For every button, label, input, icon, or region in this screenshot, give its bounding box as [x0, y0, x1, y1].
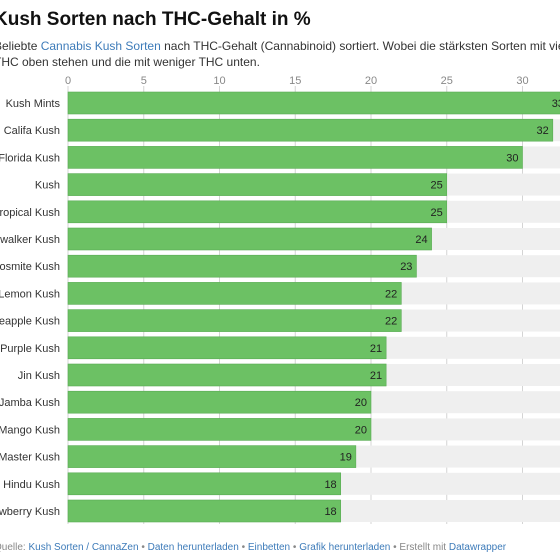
- bar-value-label: 23: [400, 261, 412, 273]
- bar: [67, 445, 357, 468]
- bar: [67, 282, 402, 305]
- subtitle-text-end: nach THC-Gehalt (Cannabinoid) sortiert. …: [160, 39, 560, 53]
- bar: [67, 91, 560, 115]
- category-label: Lemon Kush: [0, 288, 60, 300]
- chart-title: Kush Sorten nach THC-Gehalt in %: [0, 9, 311, 30]
- footer-source-prefix: Quelle:: [0, 542, 26, 553]
- bar: [67, 254, 417, 278]
- category-label: Kush Mints: [6, 98, 61, 110]
- bar: [67, 499, 342, 523]
- footer-created-with: • Erstellt mit: [390, 542, 449, 553]
- bar-value-label: 21: [370, 370, 382, 382]
- bar: [67, 146, 523, 169]
- footer-source-link[interactable]: Kush Sorten / CannaZen: [28, 542, 139, 553]
- bar-value-label: 18: [324, 506, 336, 518]
- bar: [67, 472, 342, 496]
- footer-separator: •: [238, 542, 248, 553]
- chart-footer: Quelle: Kush Sorten / CannaZen • Daten h…: [0, 542, 506, 553]
- bar-value-label: 32: [537, 125, 549, 137]
- download-graphic-link[interactable]: Grafik herunterladen: [299, 542, 391, 553]
- x-tick-label: 20: [365, 75, 377, 87]
- x-tick-label: 25: [441, 75, 453, 87]
- x-tick-label: 30: [516, 75, 528, 87]
- bar-value-label: 18: [324, 479, 336, 491]
- bar: [67, 336, 387, 360]
- category-label: Jamba Kush: [0, 397, 60, 409]
- subtitle-link[interactable]: Cannabis Kush Sorten: [40, 39, 161, 53]
- category-label: Jin Kush: [18, 370, 60, 382]
- bar-value-label: 22: [385, 288, 397, 300]
- category-label: Mango Kush: [0, 424, 60, 436]
- bar: [67, 363, 387, 387]
- bar: [67, 200, 448, 224]
- x-tick-label: 5: [141, 75, 147, 87]
- x-tick-label: 10: [213, 75, 225, 87]
- bar-value-label: 25: [431, 207, 443, 219]
- bar-value-label: 21: [370, 343, 382, 355]
- category-label: Master Kush: [0, 452, 60, 464]
- download-data-link[interactable]: Daten herunterladen: [147, 542, 239, 553]
- category-label: Skywalker Kush: [0, 234, 60, 246]
- bar-value-label: 24: [415, 234, 427, 246]
- bar: [67, 390, 372, 414]
- category-label: Pineapple Kush: [0, 316, 60, 328]
- category-label: Califa Kush: [4, 125, 60, 137]
- bar-value-label: 20: [355, 397, 367, 409]
- datawrapper-link[interactable]: Datawrapper: [448, 542, 507, 553]
- bar-value-label: 20: [355, 424, 367, 436]
- category-label: Tropical Kush: [0, 207, 60, 219]
- x-tick-label: 0: [65, 75, 71, 87]
- bar: [67, 309, 402, 332]
- bar-chart: 0 5 10 15 20 25 30 Kush Mints 33 Califa Kush 32 Flo…: [0, 75, 560, 524]
- bar-value-label: 25: [431, 180, 443, 192]
- category-label: Kush: [35, 180, 60, 192]
- bar: [67, 227, 432, 251]
- category-label: Florida Kush: [0, 152, 60, 164]
- category-label: Strawberry Kush: [0, 506, 60, 518]
- subtitle-text-start: Beliebte: [0, 39, 38, 53]
- subtitle-text-line2: THC oben stehen und die mit weniger THC …: [0, 55, 260, 69]
- bar-value-label: 22: [385, 316, 397, 328]
- bar-value-label: 33: [552, 98, 560, 110]
- footer-separator: •: [290, 542, 300, 553]
- footer-separator: •: [138, 542, 148, 553]
- x-tick-label: 15: [289, 75, 301, 87]
- category-label: Kosmite Kush: [0, 261, 60, 273]
- bar: [67, 118, 554, 142]
- bar-value-label: 19: [340, 452, 352, 464]
- chart-subtitle: Beliebte Cannabis Kush Sorten nach THC-G…: [0, 38, 560, 70]
- bar-value-label: 30: [506, 152, 518, 164]
- category-label: Hindu Kush: [3, 479, 60, 491]
- bar: [67, 173, 448, 196]
- bar: [67, 418, 372, 441]
- embed-link[interactable]: Einbetten: [247, 542, 291, 553]
- category-label: Purple Kush: [0, 343, 60, 355]
